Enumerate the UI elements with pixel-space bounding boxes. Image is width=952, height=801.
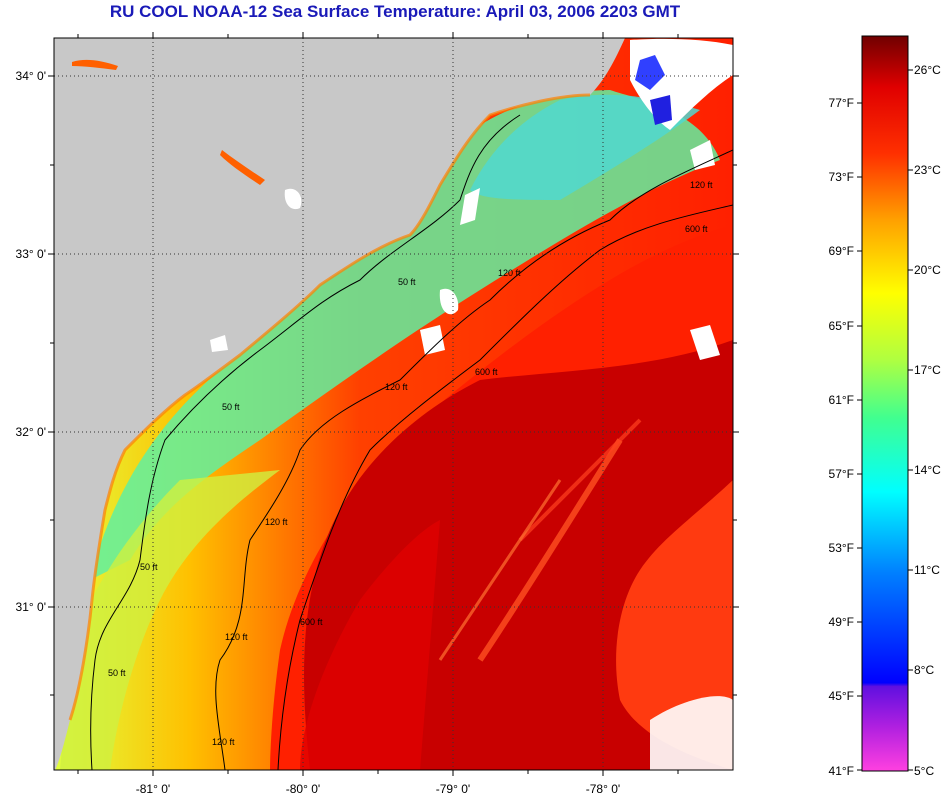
contour-label: 600 ft xyxy=(300,617,323,627)
cloud-patch-5 xyxy=(690,325,720,360)
fahrenheit-label: 61°F xyxy=(829,393,854,407)
fahrenheit-label: 57°F xyxy=(829,467,854,481)
gulf-stream-edge xyxy=(300,520,440,770)
contour-label: 120 ft xyxy=(690,180,713,190)
celsius-label: 20°C xyxy=(914,263,941,277)
lat-label: 33° 0' xyxy=(16,247,46,261)
contour-label: 120 ft xyxy=(212,737,235,747)
lon-label: -81° 0' xyxy=(136,782,170,796)
sst-streak-1 xyxy=(477,438,623,662)
contour-label: 50 ft xyxy=(398,277,416,287)
map-title: RU COOL NOAA-12 Sea Surface Temperature:… xyxy=(109,2,681,21)
contour-labels: 50 ft 50 ft 50 ft 50 ft 120 ft 120 ft 12… xyxy=(108,180,713,747)
celsius-label: 14°C xyxy=(914,463,941,477)
fahrenheit-label: 77°F xyxy=(829,96,854,110)
coastal-fringe xyxy=(68,93,591,721)
lake-cloud xyxy=(284,188,302,210)
fahrenheit-label: 49°F xyxy=(829,615,854,629)
sst-streak-3 xyxy=(438,479,562,661)
fahrenheit-label: 65°F xyxy=(829,319,854,333)
lon-label: -78° 0' xyxy=(586,782,620,796)
fahrenheit-labels: 77°F 73°F 69°F 65°F 61°F 57°F 53°F 49°F … xyxy=(829,96,854,778)
celsius-label: 23°C xyxy=(914,163,941,177)
inner-shelf-water xyxy=(60,470,280,770)
celsius-label: 17°C xyxy=(914,363,941,377)
cloud-patch-4 xyxy=(420,325,445,355)
isobath-50ft xyxy=(90,114,521,770)
cloud-patch-2 xyxy=(460,188,480,225)
contour-label: 120 ft xyxy=(265,517,288,527)
lake-2 xyxy=(72,59,118,70)
map-ticks xyxy=(48,32,739,776)
cloud-patch-6 xyxy=(650,696,733,770)
lat-labels: 34° 0' 33° 0' 32° 0' 31° 0' xyxy=(16,69,46,614)
fahrenheit-label: 69°F xyxy=(829,244,854,258)
contour-label: 120 ft xyxy=(385,382,408,392)
fahrenheit-label: 41°F xyxy=(829,764,854,778)
contour-label: 50 ft xyxy=(108,668,126,678)
cool-shelf-water xyxy=(90,90,720,580)
coastline-land xyxy=(54,38,625,770)
isobath-600ft xyxy=(277,204,733,770)
contour-label: 600 ft xyxy=(475,367,498,377)
lat-label: 32° 0' xyxy=(16,425,46,439)
fahrenheit-label: 53°F xyxy=(829,541,854,555)
lat-label: 31° 0' xyxy=(16,600,46,614)
map-frame xyxy=(53,37,734,771)
lat-label: 34° 0' xyxy=(16,69,46,83)
celsius-label: 8°C xyxy=(914,663,934,677)
celsius-label: 26°C xyxy=(914,63,941,77)
celsius-label: 5°C xyxy=(914,764,934,778)
contour-label: 50 ft xyxy=(222,402,240,412)
fahrenheit-label: 73°F xyxy=(829,170,854,184)
lon-label: -80° 0' xyxy=(286,782,320,796)
contour-label: 120 ft xyxy=(498,268,521,278)
cloud-patch-8 xyxy=(210,335,228,352)
fahrenheit-label: 45°F xyxy=(829,689,854,703)
isobath-120ft xyxy=(215,149,733,770)
cold-patch-1 xyxy=(635,55,665,90)
cloud-patch-7 xyxy=(690,140,715,170)
colorbar xyxy=(861,35,909,772)
colorbar-ticks xyxy=(857,69,913,771)
lon-labels: -81° 0' -80° 0' -79° 0' -78° 0' xyxy=(136,782,620,796)
celsius-label: 11°C xyxy=(914,563,940,577)
cold-patch-2 xyxy=(650,95,672,125)
contour-label: 120 ft xyxy=(225,632,248,642)
lon-label: -79° 0' xyxy=(436,782,470,796)
celsius-labels: 26°C 23°C 20°C 17°C 14°C 11°C 8°C 5°C xyxy=(914,63,941,778)
cold-nearshore-water xyxy=(470,94,700,200)
sst-streak-2 xyxy=(518,418,642,542)
contour-label: 50 ft xyxy=(140,562,158,572)
cloud-patch-3 xyxy=(439,288,459,315)
map-area: 50 ft 50 ft 50 ft 50 ft 120 ft 120 ft 12… xyxy=(54,38,733,770)
contour-label: 600 ft xyxy=(685,224,708,234)
lake-1 xyxy=(220,150,265,185)
